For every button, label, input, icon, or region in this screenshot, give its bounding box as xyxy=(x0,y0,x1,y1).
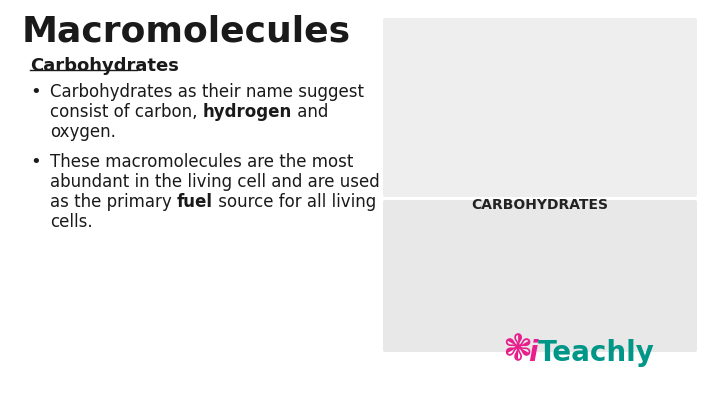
Text: oxygen.: oxygen. xyxy=(50,123,116,141)
Text: •: • xyxy=(30,83,41,101)
Text: source for all living: source for all living xyxy=(213,193,377,211)
FancyBboxPatch shape xyxy=(383,18,697,197)
FancyBboxPatch shape xyxy=(383,200,697,352)
Text: Teachly: Teachly xyxy=(538,339,655,367)
Text: consist of carbon,: consist of carbon, xyxy=(50,103,203,121)
Text: i: i xyxy=(528,339,538,367)
Text: CARBOHYDRATES: CARBOHYDRATES xyxy=(472,198,608,212)
Text: •: • xyxy=(30,153,41,171)
Text: These macromolecules are the most: These macromolecules are the most xyxy=(50,153,354,171)
Text: abundant in the living cell and are used: abundant in the living cell and are used xyxy=(50,173,379,191)
Text: ❃: ❃ xyxy=(502,333,532,367)
Text: hydrogen: hydrogen xyxy=(203,103,292,121)
Text: Macromolecules: Macromolecules xyxy=(22,15,351,49)
Text: fuel: fuel xyxy=(177,193,213,211)
Text: cells.: cells. xyxy=(50,213,93,231)
Text: Carbohydrates: Carbohydrates xyxy=(30,57,179,75)
Text: Carbohydrates as their name suggest: Carbohydrates as their name suggest xyxy=(50,83,364,101)
Text: and: and xyxy=(292,103,328,121)
Text: as the primary: as the primary xyxy=(50,193,177,211)
